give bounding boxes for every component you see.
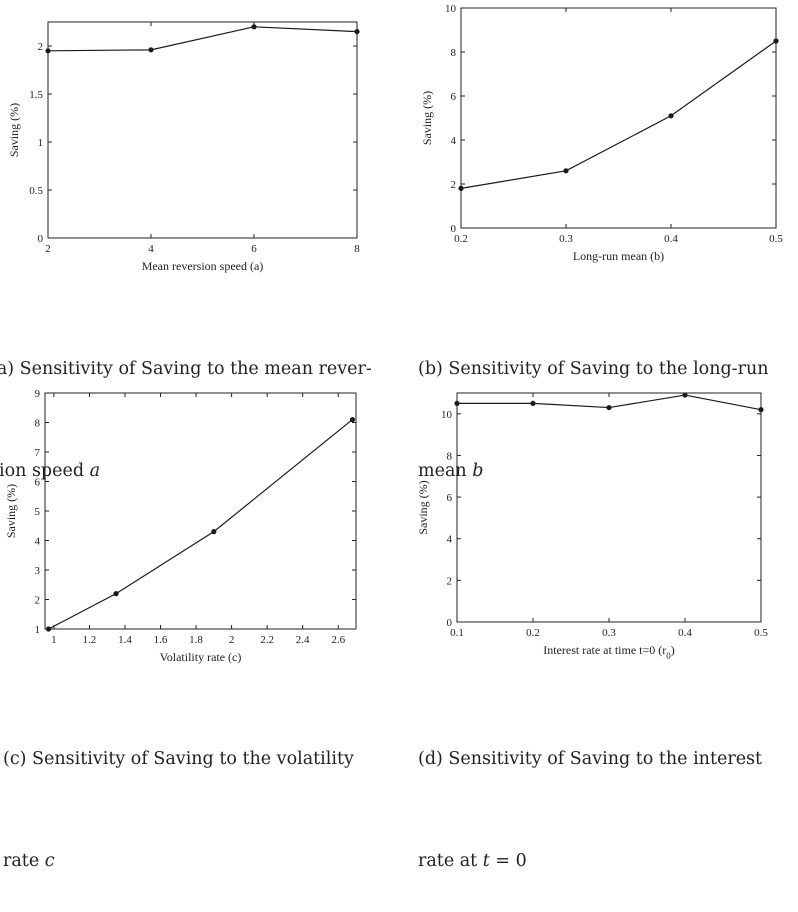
x-tick-label: 2: [229, 634, 235, 646]
x-tick-label: 0.5: [769, 233, 783, 245]
y-tick-label: 3: [35, 565, 41, 577]
data-point: [668, 113, 674, 119]
data-point: [113, 591, 119, 597]
x-tick-label: 0.5: [754, 627, 768, 639]
series-line: [47, 26, 358, 52]
y-tick-label: 0: [451, 223, 457, 235]
caption-a: (a) Sensitivity of Saving to the mean re…: [0, 284, 390, 522]
y-tick-label: 1: [35, 624, 41, 636]
data-point: [606, 404, 612, 411]
x-tick-label: 0.1: [450, 627, 464, 639]
y-tick-label: 2: [447, 575, 453, 587]
y-tick-label: 8: [451, 47, 457, 59]
y-tick-label: 4: [451, 135, 457, 147]
y-tick-label: 6: [35, 477, 41, 489]
y-axis-label: Saving (%): [420, 91, 434, 145]
x-axis-label: Interest rate at time t=0 (r0): [543, 643, 675, 661]
y-tick-label: 5: [35, 506, 41, 518]
y-tick-label: 4: [35, 536, 41, 548]
caption-c-line-2: rate c: [3, 851, 55, 871]
caption-b: (b) Sensitivity of Saving to the long-ru…: [418, 284, 798, 522]
x-tick-label: 0.3: [559, 233, 573, 245]
y-tick-label: 0: [447, 617, 453, 629]
data-point: [148, 47, 154, 53]
data-point: [211, 529, 217, 535]
chart-c: 1 1.2 1.4 1.6 1.8 2 2.2 2.4 2.6 1 2 3 4 5 6 7 8 9 Volatili…: [4, 388, 357, 664]
series-line: [460, 40, 777, 189]
y-axis-label: Saving (%): [4, 484, 18, 538]
figure-canvas: 2 4 6 8 0 0.5 1 1.5 2 Mean reversion speed (a) Sav…: [4, 3, 783, 664]
chart-d: 0.1 0.2 0.3 0.4 0.5 0 2 4 6 8 10 Interest rate at t…: [416, 392, 768, 661]
y-tick-label: 9: [35, 388, 41, 400]
caption-d: (d) Sensitivity of Saving to the interes…: [418, 674, 798, 912]
caption-c-line-1: (c) Sensitivity of Saving to the volatil…: [3, 749, 354, 769]
y-tick-label: 8: [447, 450, 453, 462]
x-tick-label: 2.6: [331, 634, 345, 646]
y-tick-label: 8: [35, 418, 41, 430]
plot-frame-b: [460, 7, 777, 229]
x-tick-label: 4: [148, 243, 154, 255]
y-tick-label: 10: [441, 409, 453, 421]
y-tick-label: 2: [451, 179, 457, 191]
x-tick-label: 1.8: [189, 634, 203, 646]
x-tick-label: 8: [354, 243, 360, 255]
y-axis-label: Saving (%): [7, 103, 21, 157]
y-tick-label: 6: [451, 91, 457, 103]
data-point: [45, 626, 52, 632]
caption-b-line-1: (b) Sensitivity of Saving to the long-ru…: [418, 359, 769, 379]
y-axis-label: Saving (%): [416, 480, 430, 534]
series-line: [48, 419, 353, 630]
data-point: [251, 24, 257, 30]
caption-b-var: b: [472, 461, 484, 481]
caption-a-var: a: [89, 461, 101, 481]
x-axis-label: Volatility rate (c): [160, 650, 242, 664]
x-tick-label: 0.4: [664, 233, 678, 245]
x-tick-label: 6: [251, 243, 257, 255]
data-point: [349, 416, 356, 423]
y-tick-label: 4: [447, 534, 453, 546]
data-point: [773, 38, 779, 44]
y-tick-label: 2: [35, 595, 41, 607]
x-tick-label: 1.2: [83, 634, 97, 646]
x-axis-label: Long-run mean (b): [573, 249, 664, 263]
caption-a-line-2: sion speed a: [0, 461, 101, 481]
y-tick-label: 7: [35, 447, 41, 459]
y-tick-label: 1: [38, 137, 44, 149]
x-tick-label: 0.3: [602, 627, 616, 639]
x-tick-label: 2: [45, 243, 51, 255]
data-point: [682, 392, 688, 398]
caption-d-line-1: (d) Sensitivity of Saving to the interes…: [418, 749, 763, 769]
data-point: [354, 29, 360, 35]
x-tick-label: 0.4: [678, 627, 692, 639]
y-tick-label: 0: [38, 233, 44, 245]
data-point: [758, 407, 764, 413]
chart-b: 0.2 0.3 0.4 0.5 0 2 4 6 8 10 Long-run mean (b) Savi…: [420, 3, 783, 263]
y-tick-label: 2: [38, 41, 44, 53]
x-tick-label: 2.2: [260, 634, 274, 646]
x-tick-label: 1: [51, 634, 57, 646]
data-point: [530, 400, 536, 407]
data-point: [458, 185, 464, 191]
y-tick-label: 10: [445, 3, 457, 15]
caption-a-line-1: (a) Sensitivity of Saving to the mean re…: [0, 359, 372, 379]
caption-d-line-2: rate at t = 0: [418, 851, 527, 871]
x-tick-label: 2.4: [296, 634, 310, 646]
chart-a: 2 4 6 8 0 0.5 1 1.5 2 Mean reversion speed (a) Sav…: [7, 21, 360, 273]
caption-b-line-2: mean b: [418, 461, 484, 481]
caption-c: (c) Sensitivity of Saving to the volatil…: [3, 674, 403, 912]
x-tick-label: 0.2: [454, 233, 468, 245]
data-point: [563, 168, 569, 174]
plot-frame-a: [47, 21, 358, 239]
data-point: [454, 400, 460, 407]
caption-c-var: c: [44, 851, 55, 871]
x-axis-label: Mean reversion speed (a): [142, 259, 264, 273]
x-tick-label: 1.6: [154, 634, 168, 646]
y-tick-label: 1.5: [29, 89, 43, 101]
x-tick-label: 0.2: [526, 627, 540, 639]
y-tick-label: 0.5: [29, 185, 43, 197]
data-point: [45, 48, 51, 54]
y-tick-label: 6: [447, 492, 453, 504]
x-tick-label: 1.4: [118, 634, 132, 646]
caption-d-var: t: [482, 851, 490, 871]
